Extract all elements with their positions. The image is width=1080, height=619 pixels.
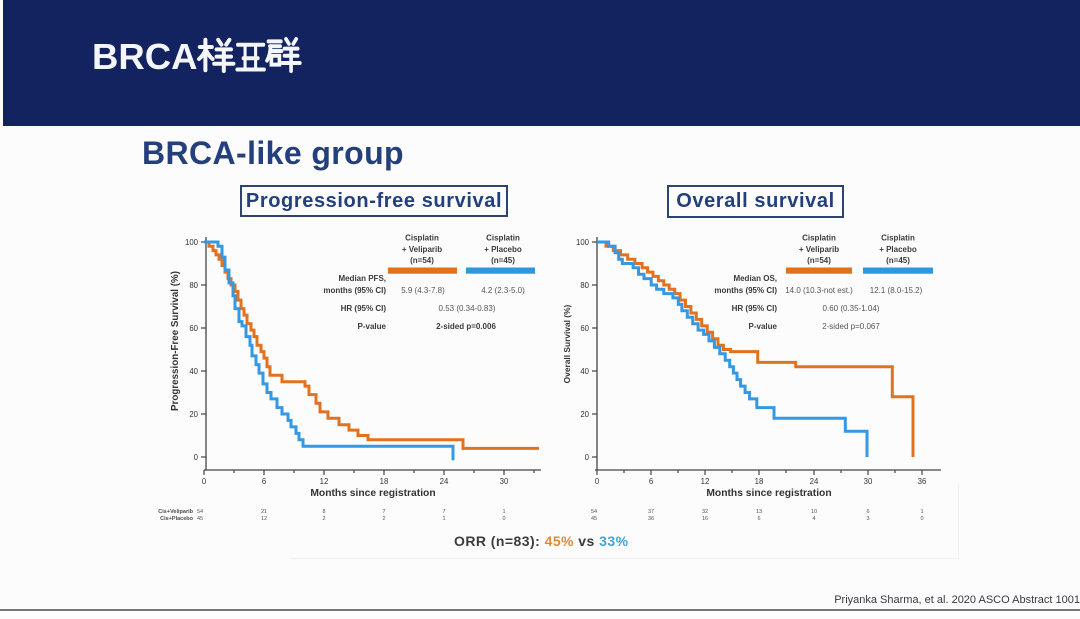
svg-text:5.9 (4.3-7.8): 5.9 (4.3-7.8) [401, 286, 445, 295]
svg-text:60: 60 [580, 324, 589, 333]
svg-text:40: 40 [189, 367, 198, 376]
svg-text:months (95% CI): months (95% CI) [323, 286, 386, 295]
svg-text:P-value: P-value [749, 322, 778, 331]
svg-text:12: 12 [320, 477, 329, 486]
svg-text:8: 8 [322, 509, 325, 515]
svg-text:36: 36 [648, 516, 654, 522]
svg-text:Cisplatin: Cisplatin [405, 234, 439, 243]
svg-text:(n=54): (n=54) [807, 256, 831, 265]
svg-text:36: 36 [918, 477, 927, 486]
svg-text:Progression-Free Survival (%): Progression-Free Survival (%) [170, 271, 181, 411]
svg-text:HR (95% CI): HR (95% CI) [732, 304, 778, 313]
svg-text:HR (95% CI): HR (95% CI) [341, 304, 387, 313]
svg-text:4.2 (2.3-5.0): 4.2 (2.3-5.0) [481, 286, 525, 295]
svg-text:Overall Survival (%): Overall Survival (%) [562, 304, 572, 383]
svg-text:14.0 (10.3-not est.): 14.0 (10.3-not est.) [785, 286, 853, 295]
svg-text:45: 45 [197, 516, 203, 522]
svg-text:12: 12 [701, 477, 710, 486]
svg-text:+ Veliparib: + Veliparib [402, 245, 442, 254]
svg-text:0: 0 [585, 453, 590, 462]
svg-text:Cisplatin: Cisplatin [486, 234, 520, 243]
svg-text:37: 37 [648, 509, 654, 515]
svg-text:Cis+Placebo: Cis+Placebo [160, 516, 194, 522]
svg-text:0: 0 [194, 453, 199, 462]
svg-text:10: 10 [811, 509, 817, 515]
svg-text:Cisplatin: Cisplatin [802, 234, 836, 243]
svg-text:2-sided p=0.067: 2-sided p=0.067 [822, 322, 880, 331]
svg-text:30: 30 [864, 477, 873, 486]
svg-text:1: 1 [502, 509, 505, 515]
svg-text:1: 1 [920, 509, 923, 515]
svg-text:2: 2 [322, 516, 325, 522]
svg-text:+ Placebo: + Placebo [484, 245, 522, 254]
svg-text:BRCA: BRCA [92, 36, 197, 77]
svg-text:Cisplatin: Cisplatin [881, 234, 915, 243]
svg-text:6: 6 [757, 516, 760, 522]
svg-text:80: 80 [580, 281, 589, 290]
svg-text:16: 16 [702, 516, 708, 522]
svg-text:0.53 (0.34-0.83): 0.53 (0.34-0.83) [439, 304, 496, 313]
svg-text:(n=54): (n=54) [410, 256, 434, 265]
svg-text:3: 3 [866, 516, 869, 522]
svg-text:60: 60 [189, 324, 198, 333]
svg-text:54: 54 [197, 509, 203, 515]
svg-text:24: 24 [440, 477, 449, 486]
svg-text:12: 12 [261, 516, 267, 522]
svg-text:0: 0 [502, 516, 505, 522]
svg-text:Median OS,: Median OS, [733, 274, 777, 283]
svg-text:24: 24 [810, 477, 819, 486]
svg-text:Months since registration: Months since registration [310, 488, 435, 499]
svg-text:2: 2 [382, 516, 385, 522]
svg-text:0.60 (0.35-1.04): 0.60 (0.35-1.04) [823, 304, 880, 313]
svg-text:P-value: P-value [358, 322, 387, 331]
svg-text:Cis+Veliparib: Cis+Veliparib [158, 509, 193, 515]
svg-text:6: 6 [866, 509, 869, 515]
svg-text:6: 6 [649, 477, 653, 486]
svg-text:20: 20 [189, 410, 198, 419]
svg-text:0: 0 [595, 477, 600, 486]
svg-text:12.1 (8.0-15.2): 12.1 (8.0-15.2) [870, 286, 923, 295]
svg-text:13: 13 [756, 509, 762, 515]
svg-text:54: 54 [591, 509, 597, 515]
svg-text:4: 4 [812, 516, 815, 522]
svg-text:0: 0 [920, 516, 923, 522]
svg-text:Months since registration: Months since registration [706, 488, 831, 499]
svg-text:(n=45): (n=45) [886, 256, 910, 265]
svg-text:7: 7 [382, 509, 385, 515]
svg-text:months (95% CI): months (95% CI) [714, 286, 777, 295]
svg-text:30: 30 [500, 477, 509, 486]
svg-text:6: 6 [262, 477, 266, 486]
svg-text:45: 45 [591, 516, 597, 522]
svg-text:+ Placebo: + Placebo [879, 245, 917, 254]
svg-text:80: 80 [189, 281, 198, 290]
svg-text:32: 32 [702, 509, 708, 515]
svg-text:1: 1 [442, 516, 445, 522]
svg-text:18: 18 [755, 477, 764, 486]
svg-text:Median PFS,: Median PFS, [338, 274, 386, 283]
svg-text:+ Veliparib: + Veliparib [799, 245, 839, 254]
svg-text:40: 40 [580, 367, 589, 376]
svg-text:21: 21 [261, 509, 267, 515]
svg-text:7: 7 [442, 509, 445, 515]
svg-text:(n=45): (n=45) [491, 256, 515, 265]
svg-text:100: 100 [576, 238, 590, 247]
svg-text:2-sided p=0.006: 2-sided p=0.006 [436, 322, 496, 331]
svg-text:100: 100 [185, 238, 199, 247]
svg-text:18: 18 [380, 477, 389, 486]
svg-text:20: 20 [580, 410, 589, 419]
svg-text:0: 0 [202, 477, 207, 486]
